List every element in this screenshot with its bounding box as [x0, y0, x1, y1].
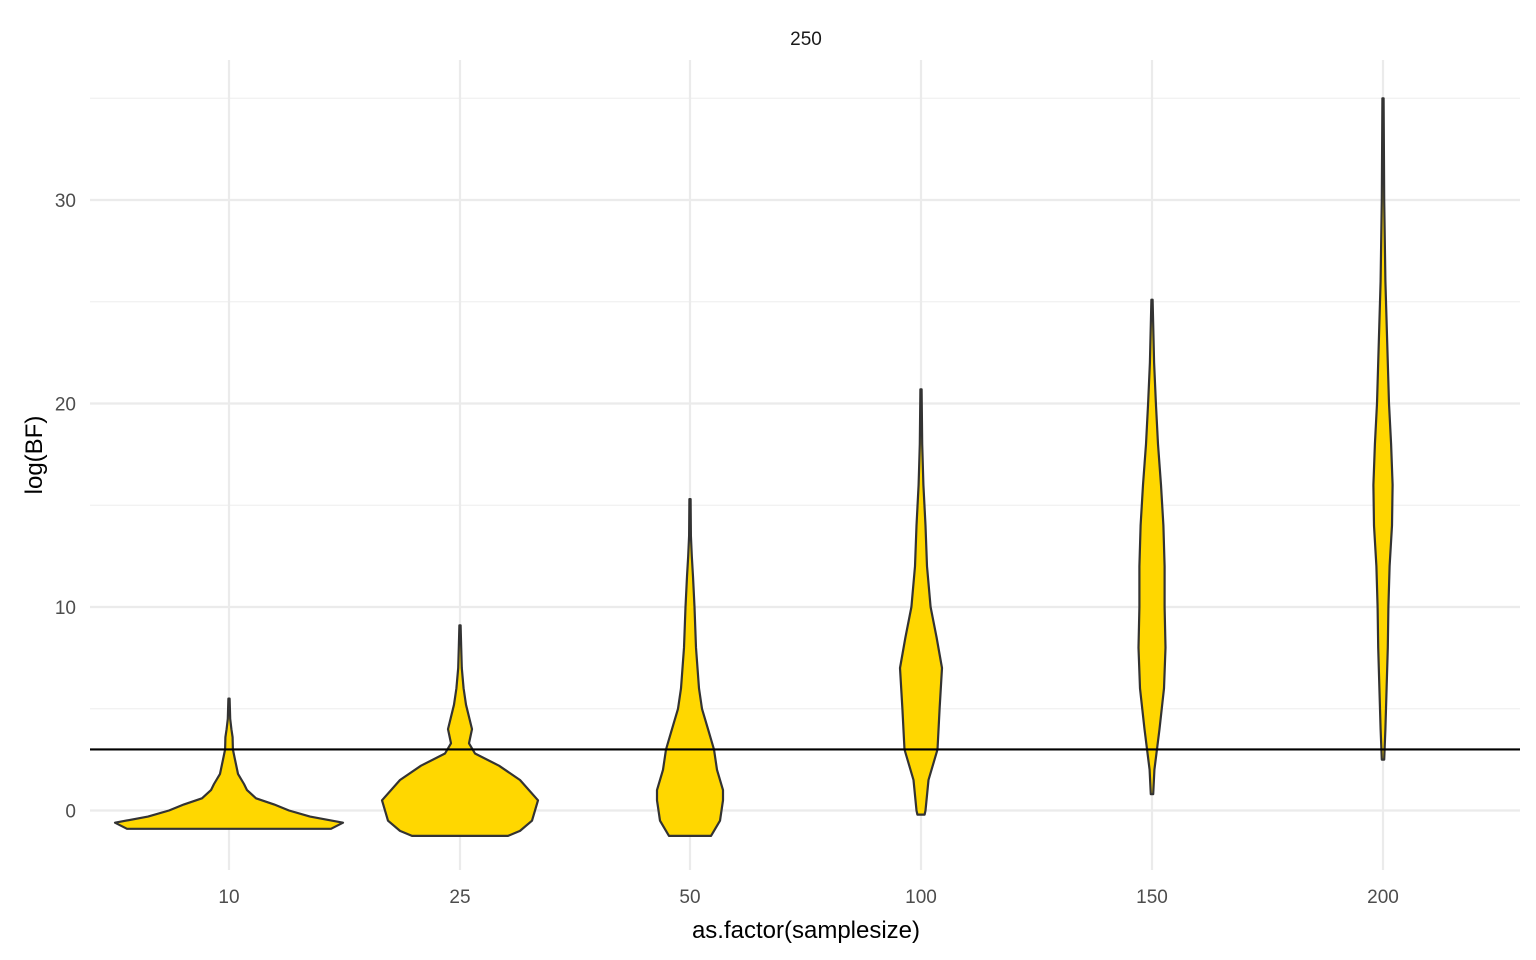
x-tick-label: 200: [1367, 887, 1399, 908]
violin-100: [898, 388, 944, 816]
facet-strip-label: 250: [790, 29, 822, 50]
x-tick-label: 100: [905, 887, 937, 908]
y-tick-label: 0: [65, 802, 76, 823]
x-tick-label: 50: [679, 887, 700, 908]
y-tick-label: 30: [55, 191, 76, 212]
y-tick-label: 20: [55, 395, 76, 416]
violin-150: [1137, 298, 1167, 796]
violin-50: [655, 498, 725, 837]
y-axis-title: log(BF): [21, 416, 48, 495]
violin-10: [113, 697, 345, 830]
violin-25: [380, 624, 540, 837]
x-tick-label: 150: [1136, 887, 1168, 908]
x-tick-label: 25: [449, 887, 470, 908]
x-axis-title: as.factor(samplesize): [692, 917, 920, 944]
violin-200: [1372, 97, 1394, 761]
x-tick-label: 10: [218, 887, 239, 908]
violin-layer: [113, 97, 1394, 837]
y-tick-label: 10: [55, 598, 76, 619]
tick-label-layer: 0 10 20 30 10 25 50 100 150 200: [55, 191, 1399, 908]
